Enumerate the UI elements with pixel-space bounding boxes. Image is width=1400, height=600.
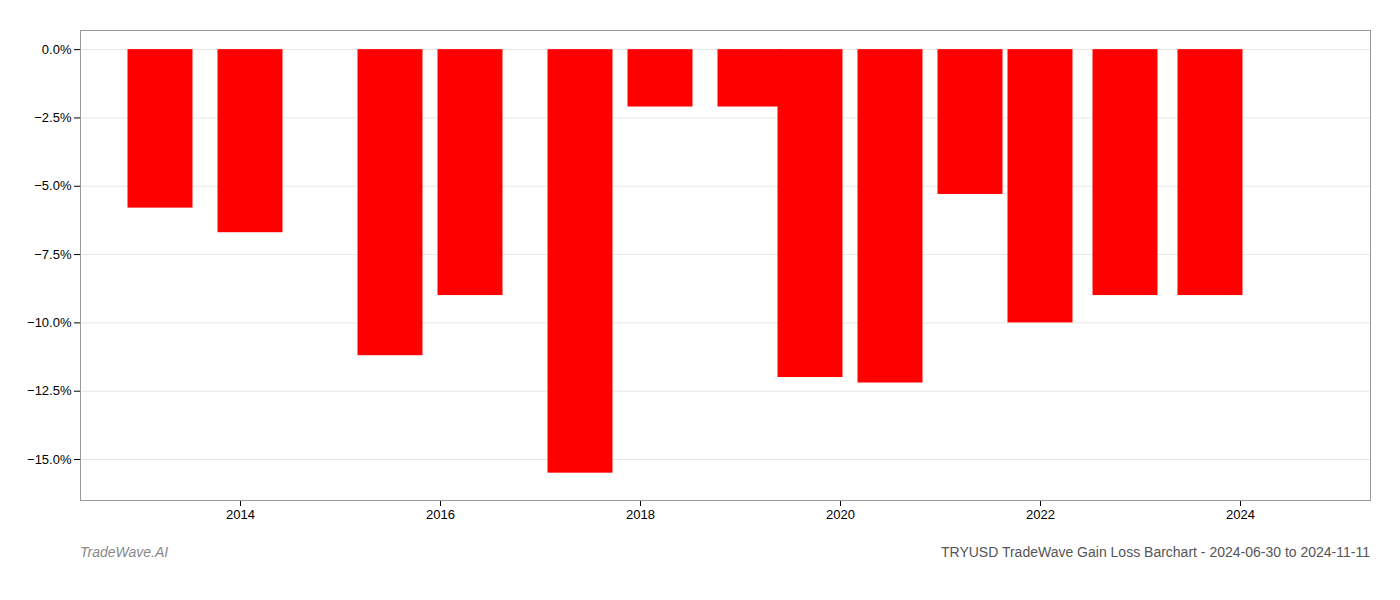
svg-text:−15.0%: −15.0% <box>27 452 72 467</box>
svg-text:0.0%: 0.0% <box>42 42 72 57</box>
svg-text:−12.5%: −12.5% <box>27 383 72 398</box>
svg-text:2018: 2018 <box>626 507 655 522</box>
svg-text:2016: 2016 <box>426 507 455 522</box>
svg-text:−5.0%: −5.0% <box>34 178 72 193</box>
svg-text:2020: 2020 <box>826 507 855 522</box>
svg-text:−10.0%: −10.0% <box>27 315 72 330</box>
svg-text:−2.5%: −2.5% <box>34 110 72 125</box>
svg-text:2014: 2014 <box>226 507 255 522</box>
svg-text:2024: 2024 <box>1226 507 1255 522</box>
svg-text:2022: 2022 <box>1026 507 1055 522</box>
html-text:TRYUSD TradeWave Gain Loss Bar: TRYUSD TradeWave Gain Loss Barchart - 20… <box>941 544 1370 560</box>
svg-text:−7.5%: −7.5% <box>34 247 72 262</box>
html-text:TradeWave.AI: TradeWave.AI <box>80 544 169 560</box>
